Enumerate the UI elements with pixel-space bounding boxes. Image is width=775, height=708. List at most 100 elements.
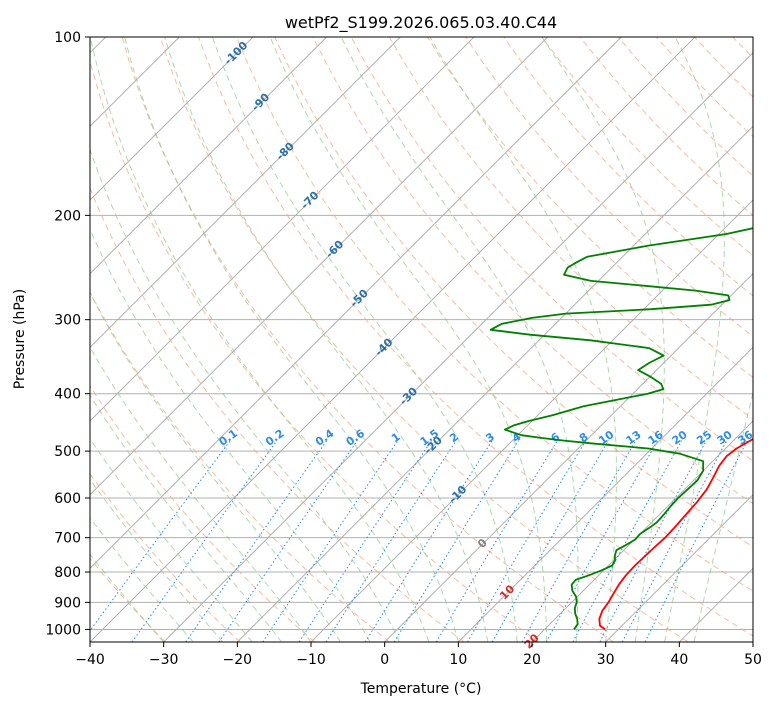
x-tick-label: −30	[149, 652, 179, 668]
moist-adiabat	[90, 478, 223, 642]
isotherm-line	[90, 37, 549, 496]
isotherm-line	[90, 37, 328, 275]
isotherm-line	[90, 37, 696, 642]
y-tick-label: 100	[54, 30, 81, 46]
x-tick-label: 0	[380, 652, 389, 668]
temperature-profile	[598, 437, 753, 631]
mixing-ratio-line	[262, 440, 399, 642]
isotherm-line	[531, 420, 753, 642]
y-axis: 100 200 300 400 500 600 700 800 900 1000	[45, 30, 90, 638]
mixing-ratio-labels: 0.1 0.2 0.4 0.6 1 1.5 2 3 4 6 8 10 13 16 20 25 30 36	[217, 427, 756, 449]
mixing-ratio-label: 16	[646, 428, 666, 448]
y-tick-label: 200	[54, 208, 81, 224]
dry-adiabat	[90, 59, 540, 642]
y-tick-label: 800	[54, 565, 81, 581]
y-axis-title: Pressure (hPa)	[12, 289, 28, 389]
isotherm-line	[457, 346, 753, 642]
moist-adiabat	[664, 37, 725, 642]
moist-adiabat	[90, 516, 194, 642]
mixing-ratio-line	[621, 440, 728, 642]
mixing-ratio-label: 6	[549, 430, 563, 445]
mixing-ratio-line	[364, 440, 493, 642]
y-tick-label: 700	[54, 531, 81, 547]
mixing-ratio-label: 20	[670, 428, 690, 448]
sounding-profiles	[489, 227, 753, 631]
x-tick-label: 50	[744, 652, 762, 668]
dry-adiabat	[656, 37, 753, 138]
moist-adiabat	[90, 394, 282, 642]
x-tick-label: −10	[296, 652, 326, 668]
dry-adiabat	[771, 37, 775, 642]
dry-adiabat	[90, 186, 465, 642]
moist-adiabat	[211, 37, 518, 642]
y-tick-label: 300	[54, 313, 81, 329]
dry-adiabat	[732, 37, 753, 59]
x-tick-label: 10	[449, 652, 467, 668]
isotherm-line	[236, 125, 753, 642]
mixing-ratio-line	[325, 440, 457, 642]
mixing-ratio-line	[545, 440, 659, 642]
y-tick-label: 600	[54, 491, 81, 507]
plot-frame	[89, 36, 754, 643]
mixing-ratio-line	[298, 440, 432, 642]
moist-adiabat	[90, 37, 430, 642]
dry-adiabat	[426, 37, 753, 378]
isotherm-label: -30	[397, 384, 420, 407]
moist-adiabat	[90, 228, 371, 642]
moist-adiabat	[90, 292, 341, 642]
mixing-ratio-line	[218, 440, 358, 642]
moist-adiabat	[269, 37, 548, 642]
mixing-ratio-line	[644, 440, 748, 642]
mixing-ratio-label: 0.6	[344, 427, 368, 449]
mixing-ratio-label: 30	[715, 428, 735, 448]
background-lines	[90, 37, 775, 642]
moist-adiabat	[90, 553, 165, 642]
mixing-ratio-line	[467, 440, 587, 642]
dry-adiabat	[312, 37, 753, 505]
mixing-ratio-line	[599, 440, 707, 642]
dry-adiabat	[198, 37, 753, 637]
dry-adiabat	[90, 291, 390, 642]
isotherm-line	[90, 37, 622, 570]
y-tick-label: 500	[54, 444, 81, 460]
mixing-ratio-line	[521, 440, 637, 642]
isotherm-line	[678, 567, 753, 642]
x-axis: −40 −30 −20 −10 0 10 20 30 40 50	[75, 642, 762, 668]
y-tick-label: 400	[54, 387, 81, 403]
isotherm-label: -50	[348, 286, 371, 309]
x-tick-label: −20	[223, 652, 253, 668]
mixing-ratio-label: 0.4	[313, 427, 337, 449]
mixing-ratio-label: 1	[389, 430, 403, 445]
y-tick-label: 900	[54, 595, 81, 611]
mixing-ratio-line	[491, 440, 609, 642]
dry-adiabat	[121, 37, 614, 642]
dry-adiabat	[465, 37, 753, 338]
moist-adiabat	[90, 346, 312, 642]
moist-adiabat	[164, 37, 489, 642]
x-tick-label: 20	[523, 652, 541, 668]
x-tick-label: 40	[670, 652, 688, 668]
isotherm-line	[310, 199, 753, 642]
mixing-ratio-label: 25	[694, 428, 714, 447]
dry-adiabat	[90, 472, 241, 642]
mixing-ratio-line	[435, 440, 558, 642]
moist-adiabat	[541, 37, 665, 642]
dry-adiabat	[274, 37, 753, 548]
dry-adiabat	[694, 37, 753, 98]
dry-adiabat	[90, 384, 316, 642]
isotherm-line	[605, 493, 753, 642]
mixing-ratio-line	[572, 440, 683, 642]
mixing-ratio-label: 0.2	[263, 427, 286, 449]
chart-title: wetPf2_S199.2026.065.03.40.C44	[285, 13, 557, 33]
x-tick-label: 30	[597, 652, 615, 668]
dewpoint-profile	[489, 227, 753, 630]
dry-adiabat	[350, 37, 753, 462]
isotherm-line	[384, 272, 753, 642]
dry-adiabat	[159, 37, 689, 642]
dry-adiabat	[388, 37, 753, 420]
mixing-ratio-label: 0.1	[217, 427, 240, 449]
isotherm-label: -90	[249, 90, 272, 113]
isotherm-line	[90, 37, 254, 201]
mixing-ratio-label: 2	[447, 430, 461, 445]
